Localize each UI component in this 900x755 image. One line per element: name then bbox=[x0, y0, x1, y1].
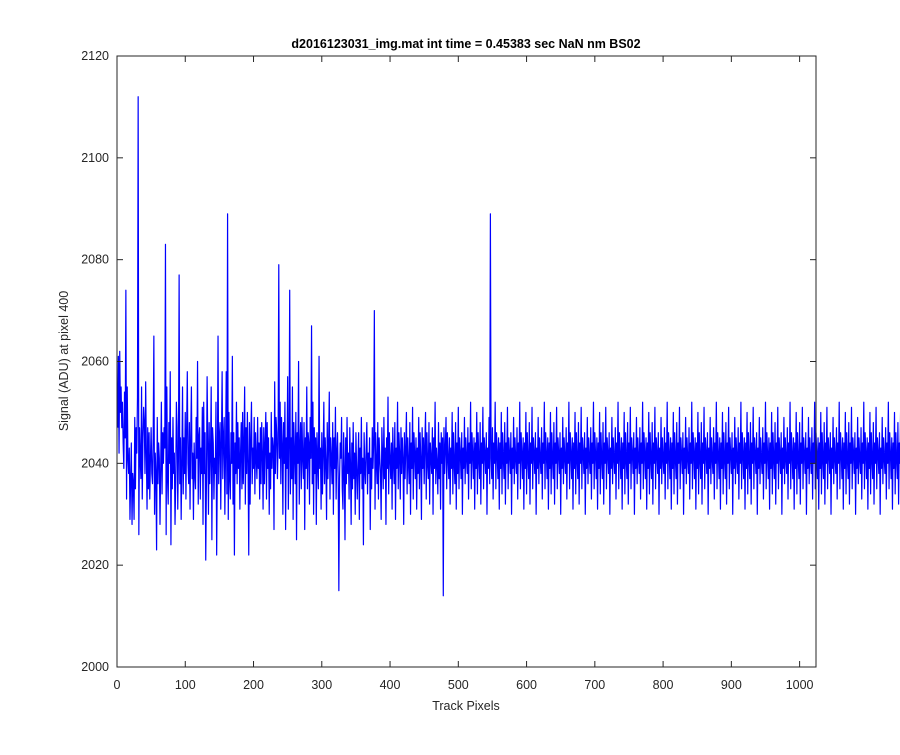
x-tick-label-200: 200 bbox=[243, 678, 264, 692]
y-tick-label-2020: 2020 bbox=[81, 558, 109, 572]
y-axis-label: Signal (ADU) at pixel 400 bbox=[57, 291, 71, 431]
x-tick-label-500: 500 bbox=[448, 678, 469, 692]
x-tick-label-300: 300 bbox=[311, 678, 332, 692]
y-tick-label-2040: 2040 bbox=[81, 456, 109, 470]
y-tick-label-2100: 2100 bbox=[81, 151, 109, 165]
x-axis-label: Track Pixels bbox=[432, 699, 500, 713]
x-tick-label-400: 400 bbox=[380, 678, 401, 692]
y-tick-label-2080: 2080 bbox=[81, 253, 109, 267]
y-tick-label-2000: 2000 bbox=[81, 660, 109, 674]
ticks-layer: 0 100 200 300 400 500 600 700 800 900 1000 2000 2020… bbox=[81, 49, 816, 692]
y-tick-label-2060: 2060 bbox=[81, 355, 109, 369]
series-line-0 bbox=[117, 96, 900, 597]
x-tick-label-700: 700 bbox=[584, 678, 605, 692]
x-tick-label-900: 900 bbox=[721, 678, 742, 692]
x-tick-label-800: 800 bbox=[653, 678, 674, 692]
x-tick-label-600: 600 bbox=[516, 678, 537, 692]
axes-box bbox=[116, 55, 817, 668]
chart-title: d2016123031_img.mat int time = 0.45383 s… bbox=[291, 37, 640, 51]
series-layer bbox=[117, 96, 900, 597]
y-tick-label-2120: 2120 bbox=[81, 49, 109, 63]
x-tick-label-1000: 1000 bbox=[786, 678, 814, 692]
x-tick-label-0: 0 bbox=[114, 678, 121, 692]
plot-area bbox=[117, 56, 816, 667]
x-tick-label-100: 100 bbox=[175, 678, 196, 692]
